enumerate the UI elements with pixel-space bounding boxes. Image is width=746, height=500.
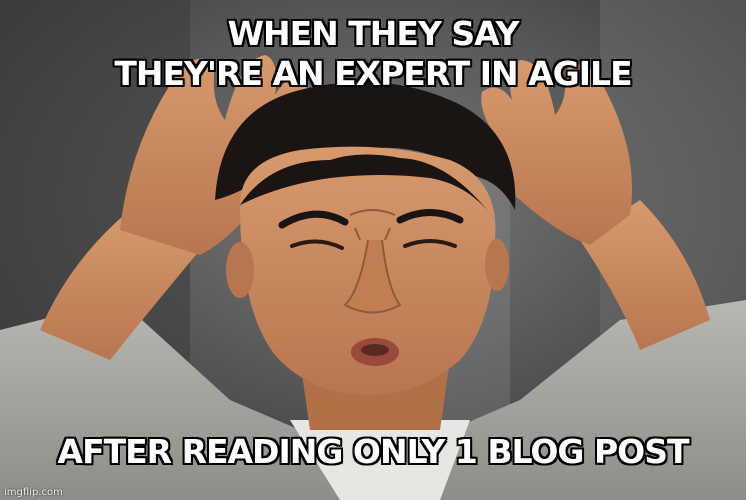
bottom-caption: AFTER READING ONLY 1 BLOG POST [57, 431, 691, 472]
top-caption-line-1: WHEN THEY SAY [227, 13, 521, 54]
watermark-text: imgflip.com [4, 487, 63, 498]
top-caption-line-2: THEY'RE AN EXPERT IN AGILE [113, 53, 633, 94]
right-hand [462, 60, 632, 245]
hair [215, 82, 516, 210]
top-caption: WHEN THEY SAY THEY'RE AN EXPERT IN AGILE [0, 13, 746, 94]
jacket [0, 300, 746, 500]
